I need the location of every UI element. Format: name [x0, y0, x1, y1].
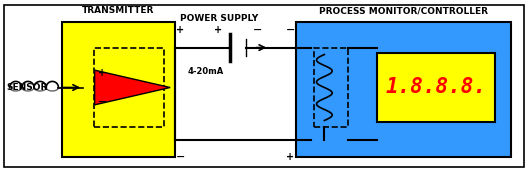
Bar [94, 48, 164, 127]
Text: +: + [176, 25, 184, 35]
Text: 4-20mA: 4-20mA [187, 66, 223, 75]
Text: −: − [98, 97, 107, 107]
Text: −: − [286, 25, 295, 35]
Text: SENSOR: SENSOR [6, 83, 47, 92]
Text: +: + [214, 25, 222, 35]
Text: +: + [286, 152, 295, 162]
Text: TRANSMITTER: TRANSMITTER [82, 6, 154, 15]
Text: PROCESS MONITOR/CONTROLLER: PROCESS MONITOR/CONTROLLER [318, 6, 487, 15]
Text: −: − [252, 25, 262, 35]
Bar [377, 53, 495, 122]
Text: POWER SUPPLY: POWER SUPPLY [180, 14, 259, 23]
Text: 1.8.8.8.: 1.8.8.8. [385, 78, 486, 97]
Bar [314, 48, 348, 127]
Bar [296, 22, 511, 157]
Text: +: + [99, 68, 106, 78]
Polygon shape [95, 70, 170, 105]
Bar [62, 22, 175, 157]
Text: −: − [175, 152, 185, 162]
